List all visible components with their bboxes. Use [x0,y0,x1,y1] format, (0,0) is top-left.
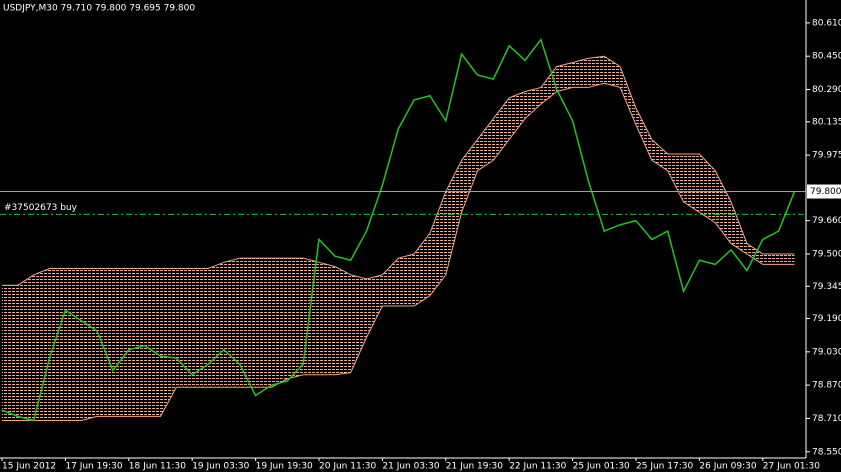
y-tick-label: 79.190 [812,314,841,324]
x-tick-label: 22 Jun 11:30 [509,462,566,472]
x-tick-label: 20 Jun 11:30 [319,462,376,472]
span-b [2,82,795,422]
cloud [2,56,795,421]
x-tick-label: 21 Jun 19:30 [446,462,503,472]
y-tick-label: 78.710 [812,414,841,424]
x-tick-label: 26 Jun 09:30 [699,462,756,472]
x-tick-label: 25 Jun 17:30 [636,462,693,472]
x-tick-label: 19 Jun 19:30 [256,462,313,472]
x-tick-label: 25 Jun 01:30 [573,462,630,472]
y-tick-label: 79.660 [812,216,841,226]
y-tick-label: 79.030 [812,347,841,357]
y-tick-label: 78.870 [812,381,841,391]
x-tick-label: 21 Jun 03:30 [382,462,439,472]
y-tick-label: 79.975 [812,151,841,161]
x-tick-label: 19 Jun 03:30 [192,462,249,472]
y-tick-label: 78.550 [812,447,841,457]
x-tick-label: 18 Jun 11:30 [129,462,186,472]
y-tick-label: 80.135 [812,117,841,127]
last-price-label: 79.800 [810,187,841,197]
y-tick-label: 80.450 [812,52,841,62]
x-tick-label: 15 Jun 2012 [2,462,56,472]
price-line [1,37,796,422]
y-tick-label: 79.500 [812,249,841,259]
span-a [2,55,795,286]
y-tick-label: 79.345 [812,282,841,292]
chart-title: USDJPY,M30 79.710 79.800 79.695 79.800 [3,4,195,14]
x-tick-label: 27 Jun 01:30 [763,462,820,472]
order-label: #37502673 buy [4,203,78,213]
y-tick-label: 80.290 [812,85,841,95]
x-tick-label: 17 Jun 19:30 [65,462,122,472]
y-tick-label: 80.610 [812,18,841,28]
last-price-box [807,184,841,199]
